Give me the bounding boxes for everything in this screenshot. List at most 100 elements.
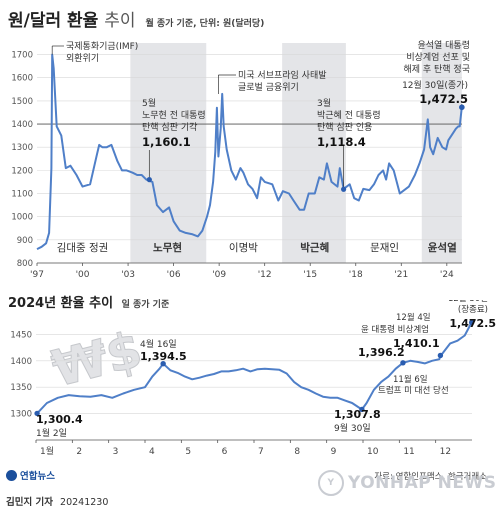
annotation-dot xyxy=(437,352,444,359)
annotation-value: 1,472.5 xyxy=(419,92,468,106)
annotation-value: 1,160.1 xyxy=(142,135,191,149)
logo-icon xyxy=(6,469,17,481)
x-tick-label: 11 xyxy=(403,447,414,457)
y-tick-label: 800 xyxy=(17,259,33,269)
annotation-text: 5월 xyxy=(142,97,156,109)
y-tick-label: 1350 xyxy=(10,383,32,393)
era-label: 윤석열 xyxy=(428,241,457,254)
annotation-date: 9월 30일 xyxy=(334,422,371,434)
x-tick-label: '15 xyxy=(303,270,317,280)
y-tick-label: 1450 xyxy=(10,330,32,340)
series-line xyxy=(36,53,463,250)
annotation-value: 1,396.2 xyxy=(358,346,405,359)
subtitle: 월 종가 기준, 단위: 원(달러당) xyxy=(145,19,265,29)
title-thin: 추이 xyxy=(104,11,136,31)
x-tick-label: '00 xyxy=(76,270,90,280)
annotation-text: 박근혜 전 대통령 xyxy=(317,109,381,121)
x-tick-label: '12 xyxy=(258,270,272,280)
2024-exchange-rate-chart: ₩$ 1300 1350 1400 1450 1월 2 3 4 5 6 7 8 9 10 11 12 1,300.… xyxy=(10,300,496,457)
annotation-dot xyxy=(400,360,406,366)
source-note: 자료: 연합인포맥스, 한국거래소 xyxy=(374,472,487,482)
x-tick-label: 8 xyxy=(294,447,300,457)
watermark-text: YONHAP NEWS xyxy=(348,473,497,493)
y-tick-label: 1600 xyxy=(11,74,33,84)
y-tick-label: 1300 xyxy=(11,143,33,153)
y-tick-label: 900 xyxy=(17,236,33,246)
era-label: 문재인 xyxy=(370,242,399,254)
annotation-dot xyxy=(468,319,475,326)
annotation-dot xyxy=(359,406,365,413)
watermark-icon: Y xyxy=(318,470,344,496)
long-term-exchange-rate-chart: 800 900 1000 1100 1200 1300 1400 1500 1600 1700 '9… xyxy=(11,39,470,280)
annotation-text: 12월 30일(종가) xyxy=(402,79,468,91)
x-tick-label: 5 xyxy=(185,447,191,457)
x-tick-label: 9 xyxy=(331,447,337,457)
era-shade xyxy=(282,43,346,263)
x-tick-label: 12 xyxy=(440,447,451,457)
annotation-text: 미국 서브프라임 사태발 xyxy=(238,69,327,81)
byline-name: 김민지 기자 xyxy=(6,497,54,508)
annotation-text: 윤석열 대통령 xyxy=(417,39,470,51)
annotation-text: 비상계엄 선포 및 xyxy=(406,51,470,63)
annotation-value: 1,307.8 xyxy=(334,408,381,421)
annotation-text: 노무현 전 대통령 xyxy=(142,109,206,121)
x-tick-label: '06 xyxy=(167,270,181,280)
y-tick-label: 1200 xyxy=(11,166,33,176)
y-tick-label: 1300 xyxy=(10,410,32,420)
series-line xyxy=(36,322,473,415)
page-title: 원/달러 환율 추이 월 종가 기준, 단위: 원(달러당) xyxy=(8,6,264,31)
y-tick-label: 1700 xyxy=(11,51,33,61)
era-label: 이명박 xyxy=(229,242,258,254)
annotation-note: 12월 4일 xyxy=(396,312,431,323)
annotation-note: 11월 6일 xyxy=(393,374,428,385)
annotation-date: 1월 2일 xyxy=(36,427,67,439)
byline-date: 20241230 xyxy=(60,497,109,508)
annotation-text: 해제 후 탄핵 정국 xyxy=(403,63,470,75)
annotation-dot xyxy=(459,104,465,111)
x-tick-label: 7 xyxy=(258,447,264,457)
annotation-dot xyxy=(34,410,40,417)
annotation-note: 트럼프 미 대선 당선 xyxy=(378,385,449,396)
x-tick-label: '21 xyxy=(394,270,408,280)
annotation-text: 외환위기 xyxy=(66,52,99,64)
annotation-text: 3월 xyxy=(317,97,331,109)
section2-title: 2024년 환율 추이 일 종가 기준 xyxy=(8,292,169,311)
annotation-text: 글로벌 금융위기 xyxy=(238,82,299,93)
section2-subtitle: 일 종가 기준 xyxy=(121,300,170,310)
x-tick-label: 2 xyxy=(76,447,82,457)
annotation-note: 윤 대통령 비상계엄 xyxy=(361,324,429,335)
annotation-value: 1,118.4 xyxy=(317,135,366,149)
annotation-text: 탄핵 심판 인용 xyxy=(317,121,372,133)
era-shade xyxy=(130,43,207,263)
era-label: 박근혜 xyxy=(300,241,329,254)
y-tick-label: 1500 xyxy=(11,97,33,107)
logo-text: 연합뉴스 xyxy=(20,471,55,482)
currency-symbol-art: ₩$ xyxy=(46,320,147,398)
annotation-text: 국제통화기금(IMF) xyxy=(66,41,138,52)
title-main: 원/달러 환율 xyxy=(8,11,99,31)
annotation-text: 탄핵 심판 기각 xyxy=(142,121,197,133)
byline: 김민지 기자 20241230 xyxy=(6,494,108,508)
x-tick-label: 10 xyxy=(367,447,379,457)
x-tick-label: '97 xyxy=(30,270,44,280)
x-tick-label: 1월 xyxy=(40,445,54,457)
x-tick-label: '24 xyxy=(440,270,454,280)
annotation-value: 1,472.5 xyxy=(449,317,496,330)
x-tick-label: 6 xyxy=(222,447,228,457)
era-label: 김대중 정권 xyxy=(57,242,109,254)
y-tick-label: 1400 xyxy=(10,357,32,367)
era-label: 노무현 xyxy=(153,241,182,254)
x-tick-label: '09 xyxy=(212,270,226,280)
annotation-dot xyxy=(146,177,152,183)
x-tick-label: '18 xyxy=(349,270,363,280)
era-shade xyxy=(421,43,462,263)
annotation-date: 4월 16일 xyxy=(140,338,177,350)
annotation-dot xyxy=(160,361,166,367)
annotation-note: (장종료) xyxy=(458,304,488,315)
section2-title-main: 2024년 환율 추이 xyxy=(8,296,114,311)
annotation-value: 1,300.4 xyxy=(36,413,83,426)
yonhap-logo: 연합뉴스 xyxy=(6,468,55,482)
y-tick-label: 1100 xyxy=(11,190,33,200)
annotation-value: 1,394.5 xyxy=(140,350,187,363)
y-tick-label: 1000 xyxy=(11,213,33,223)
